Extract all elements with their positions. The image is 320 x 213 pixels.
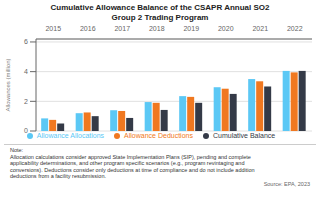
svg-text:6: 6 <box>24 38 28 45</box>
svg-text:2021: 2021 <box>252 25 268 32</box>
svg-text:4: 4 <box>24 68 28 75</box>
svg-text:2019: 2019 <box>183 25 199 32</box>
svg-text:2020: 2020 <box>218 25 234 32</box>
svg-text:2017: 2017 <box>114 25 130 32</box>
html-text:Source: EPA, 2023: Source: EPA, 2023 <box>263 181 310 187</box>
html-text:Note: Allocation calculations: Note: Allocation calculations consider a… <box>10 147 255 180</box>
html-text:Cumulative Allowance Balance o: Cumulative Allowance Balance of the CSAP… <box>50 3 270 22</box>
svg-text:0: 0 <box>24 127 28 134</box>
svg-text:2022: 2022 <box>287 25 303 32</box>
svg-text:2015: 2015 <box>45 25 61 32</box>
svg-text:2016: 2016 <box>80 25 96 32</box>
svg-text:2018: 2018 <box>149 25 165 32</box>
svg-text:Allowances (million): Allowances (million) <box>8 58 11 111</box>
html-text:Allowance Deductions: Allowance Deductions <box>124 132 193 139</box>
html-text:Cumulative Balance: Cumulative Balance <box>213 132 276 139</box>
html-text:Allowance Allocations: Allowance Allocations <box>36 132 105 139</box>
svg-text:2: 2 <box>24 98 28 105</box>
